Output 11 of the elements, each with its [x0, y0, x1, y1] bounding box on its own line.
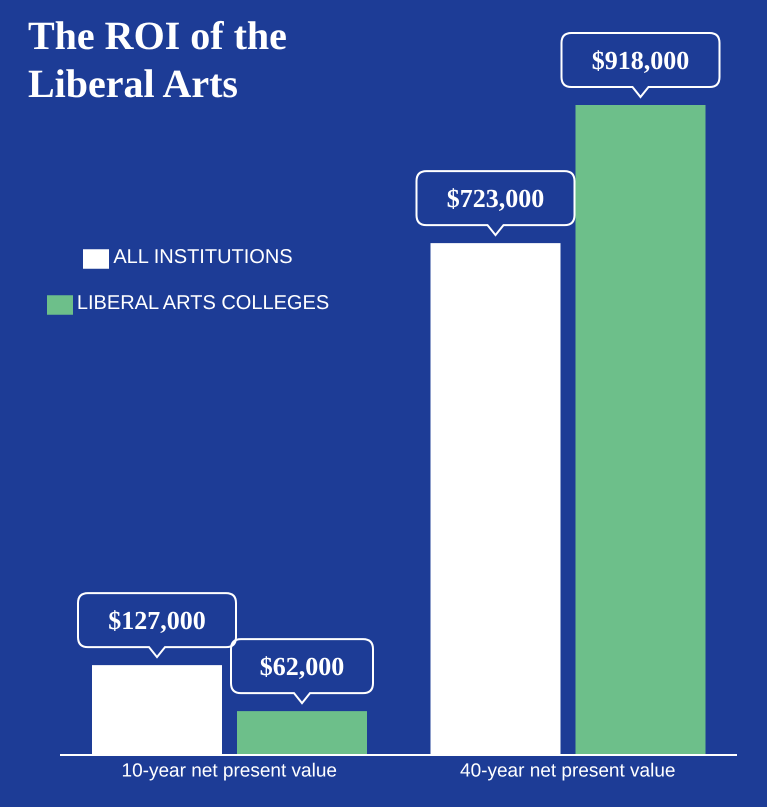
data-label: $62,000: [260, 652, 344, 682]
data-label: $723,000: [446, 184, 544, 214]
chart-title: The ROI of the Liberal Arts: [28, 12, 288, 108]
bar: [576, 105, 706, 755]
legend-label: ALL INSTITUTIONS: [113, 246, 293, 268]
x-tick-label: 40-year net present value: [460, 760, 676, 782]
x-tick-label: 10-year net present value: [122, 760, 337, 782]
data-label: $918,000: [592, 46, 690, 75]
data-label: $127,000: [108, 606, 206, 636]
bar: [237, 711, 367, 755]
legend-label: LIBERAL ARTS COLLEGES: [76, 292, 330, 314]
